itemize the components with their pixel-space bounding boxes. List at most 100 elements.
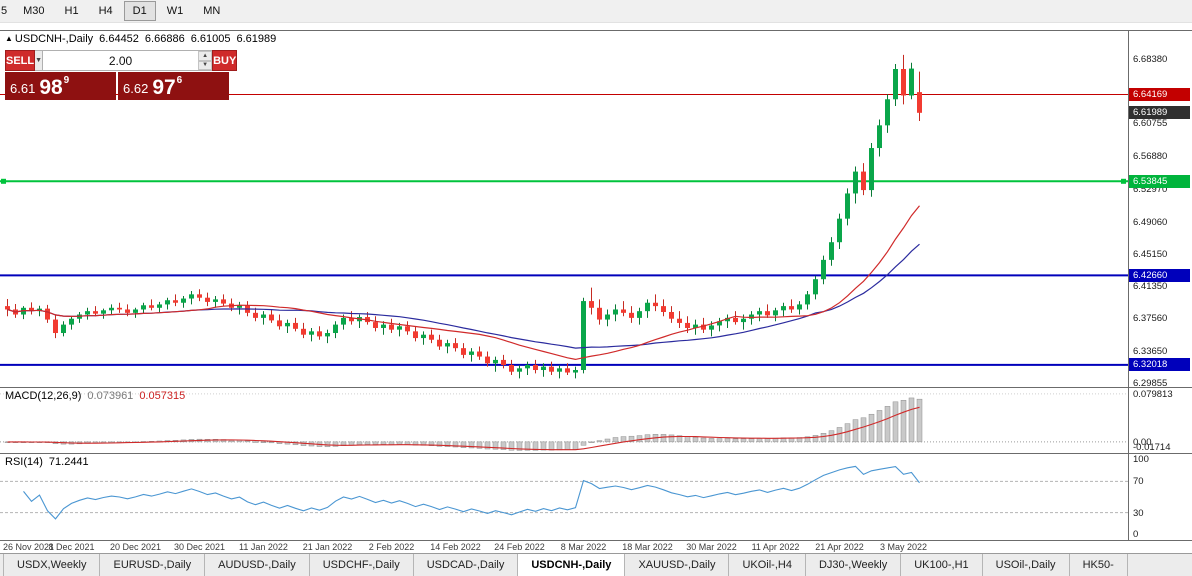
date-label: 8 Dec 2021 [48, 542, 95, 552]
buy-price-pips: 97 [152, 76, 176, 99]
date-label: 2 Feb 2022 [368, 542, 415, 552]
direction-up-icon: ▲ [5, 34, 13, 43]
chart-tab[interactable]: USDCHF-,Daily [310, 554, 414, 576]
date-label: 8 Mar 2022 [560, 542, 607, 552]
chart-window: ▲ USDCNH-,Daily 6.64452 6.66886 6.61005 6.619… [0, 30, 1192, 554]
chart-tab[interactable]: UKOil-,H4 [729, 554, 806, 576]
macd-signal-value: 0.057315 [139, 390, 186, 402]
price-axis-label: 6.52970 [1133, 183, 1168, 195]
price-axis-label: 6.41350 [1133, 281, 1168, 293]
volume-down-icon[interactable]: ▼ [198, 60, 213, 70]
date-label: 30 Mar 2022 [686, 542, 737, 552]
rsi-axis-label: 0 [1133, 529, 1139, 540]
date-label: 11 Apr 2022 [751, 542, 800, 552]
chart-tab[interactable]: UK100-,H1 [901, 554, 983, 576]
rsi-pane: RSI(14) 71.2441 100 70 30 0 [0, 454, 1192, 540]
date-label: 3 May 2022 [879, 542, 928, 552]
chart-tab[interactable]: USDCAD-,Daily [414, 554, 519, 576]
sell-button[interactable]: SELL [5, 50, 36, 71]
sell-price-pips: 98 [39, 76, 63, 99]
timeframe-button[interactable]: H1 [64, 5, 79, 17]
pane-separator [0, 540, 1192, 541]
macd-axis-label: 0.079813 [1133, 388, 1173, 400]
rsi-axis-label: 70 [1133, 476, 1144, 488]
chart-tab[interactable]: HK50- [1070, 554, 1128, 576]
price-axis-label: 6.68380 [1133, 54, 1168, 66]
buy-price-point: 6 [176, 75, 183, 86]
chart-tab[interactable]: XAUUSD-,Daily [625, 554, 730, 576]
date-label: 24 Feb 2022 [494, 542, 545, 552]
chart-tab[interactable]: USDCNH-,Daily [518, 554, 626, 576]
timeframe-button[interactable]: D1 [123, 1, 156, 21]
buy-price-display[interactable]: 6.62 97 6 [118, 72, 229, 100]
timeframe-button[interactable]: W1 [166, 5, 184, 17]
chart-tab[interactable]: DJ30-,Weekly [806, 554, 902, 576]
date-label: 21 Apr 2022 [815, 542, 864, 552]
price-badge-red: 6.64169 [1129, 87, 1190, 101]
rsi-chart-canvas[interactable] [0, 454, 1192, 540]
chart-tab[interactable]: USOil-,Daily [983, 554, 1070, 576]
pane-separator[interactable] [0, 453, 1192, 454]
date-label: 14 Feb 2022 [430, 542, 481, 552]
volume-dropdown-icon[interactable]: ▼ [35, 50, 44, 71]
timeframe-button[interactable]: M30 [23, 5, 45, 17]
symbol-title: USDCNH-,Daily [14, 33, 94, 45]
price-badge-dark: 6.61989 [1129, 106, 1190, 120]
pane-separator[interactable] [0, 387, 1192, 388]
timeframe-button[interactable]: 5 [1, 5, 8, 17]
buy-button[interactable]: BUY [212, 50, 238, 71]
rsi-axis-label: 100 [1133, 454, 1149, 465]
rsi-title: RSI(14) [5, 456, 43, 468]
price-badge-green: 6.53845 [1129, 174, 1190, 188]
chart-tab[interactable]: EURUSD-,Daily [100, 554, 206, 576]
price-axis-label: 6.60755 [1133, 118, 1168, 130]
date-label: 21 Jan 2022 [302, 542, 353, 552]
rsi-header: RSI(14) 71.2441 [5, 456, 89, 468]
date-label: 20 Dec 2021 [109, 542, 162, 552]
timeframe-button[interactable]: H4 [98, 5, 113, 17]
date-label: 11 Jan 2022 [239, 542, 288, 552]
buy-price-main: 6.62 [123, 81, 149, 96]
price-axis-label: 6.37560 [1133, 313, 1168, 325]
macd-axis-label: -0.01714 [1133, 442, 1171, 453]
price-axis-label: 6.29855 [1133, 378, 1168, 389]
volume-input[interactable] [43, 51, 199, 70]
sell-price-point: 9 [63, 75, 70, 86]
volume-stepper: ▲ ▼ [198, 51, 213, 70]
macd-title: MACD(12,26,9) [5, 390, 82, 402]
date-label: 30 Dec 2021 [173, 542, 226, 552]
macd-pane: MACD(12,26,9) 0.073961 0.057315 0.079813 0.… [0, 388, 1192, 453]
ohlc-open: 6.64452 [99, 33, 139, 45]
price-axis-label: 6.56880 [1133, 150, 1168, 162]
price-axis-label: 6.33650 [1133, 346, 1168, 358]
macd-value: 0.073961 [87, 390, 134, 402]
timeframe-button[interactable]: MN [203, 5, 221, 17]
chart-tab-bar: USDX,Weekly EURUSD-,Daily AUDUSD-,Daily USD… [0, 553, 1192, 576]
ohlc-close: 6.61989 [236, 33, 277, 45]
ohlc-header: ▲ USDCNH-,Daily 6.64452 6.66886 6.61005 6.619… [5, 33, 276, 45]
rsi-value: 71.2441 [48, 456, 89, 468]
rsi-axis-label: 30 [1133, 507, 1144, 519]
volume-up-icon[interactable]: ▲ [198, 51, 213, 61]
macd-chart-canvas[interactable] [0, 388, 1192, 453]
price-pane: ▲ USDCNH-,Daily 6.64452 6.66886 6.61005 6.619… [0, 31, 1192, 389]
sell-price-main: 6.61 [10, 81, 36, 96]
price-axis-label: 6.45150 [1133, 249, 1168, 261]
date-axis[interactable]: 26 Nov 2021 8 Dec 2021 20 Dec 2021 30 Dec 2… [0, 541, 1192, 554]
one-click-trade-widget: SELL ▼ ▲ ▼ BUY 6.61 98 9 6.6 [5, 50, 238, 100]
date-label: 26 Nov 2021 [3, 542, 55, 552]
macd-header: MACD(12,26,9) 0.073961 0.057315 [5, 390, 185, 402]
price-badge-blue: 6.32018 [1129, 358, 1190, 372]
chart-tab[interactable]: USDX,Weekly [3, 554, 101, 576]
macd-axis-label: 0.00 [1133, 436, 1152, 448]
date-label: 18 Mar 2022 [622, 542, 673, 552]
chart-tab[interactable]: AUDUSD-,Daily [205, 554, 310, 576]
price-axis-label: 6.49060 [1133, 216, 1168, 228]
ohlc-high: 6.66886 [144, 33, 185, 45]
price-chart-canvas[interactable] [0, 31, 1192, 387]
price-badge-blue: 6.42660 [1129, 268, 1190, 282]
sell-price-display[interactable]: 6.61 98 9 [5, 72, 116, 100]
timeframe-toolbar: 5 M30 H1 H4 D1 W1 MN [0, 0, 1192, 23]
ohlc-low: 6.61005 [190, 33, 231, 45]
